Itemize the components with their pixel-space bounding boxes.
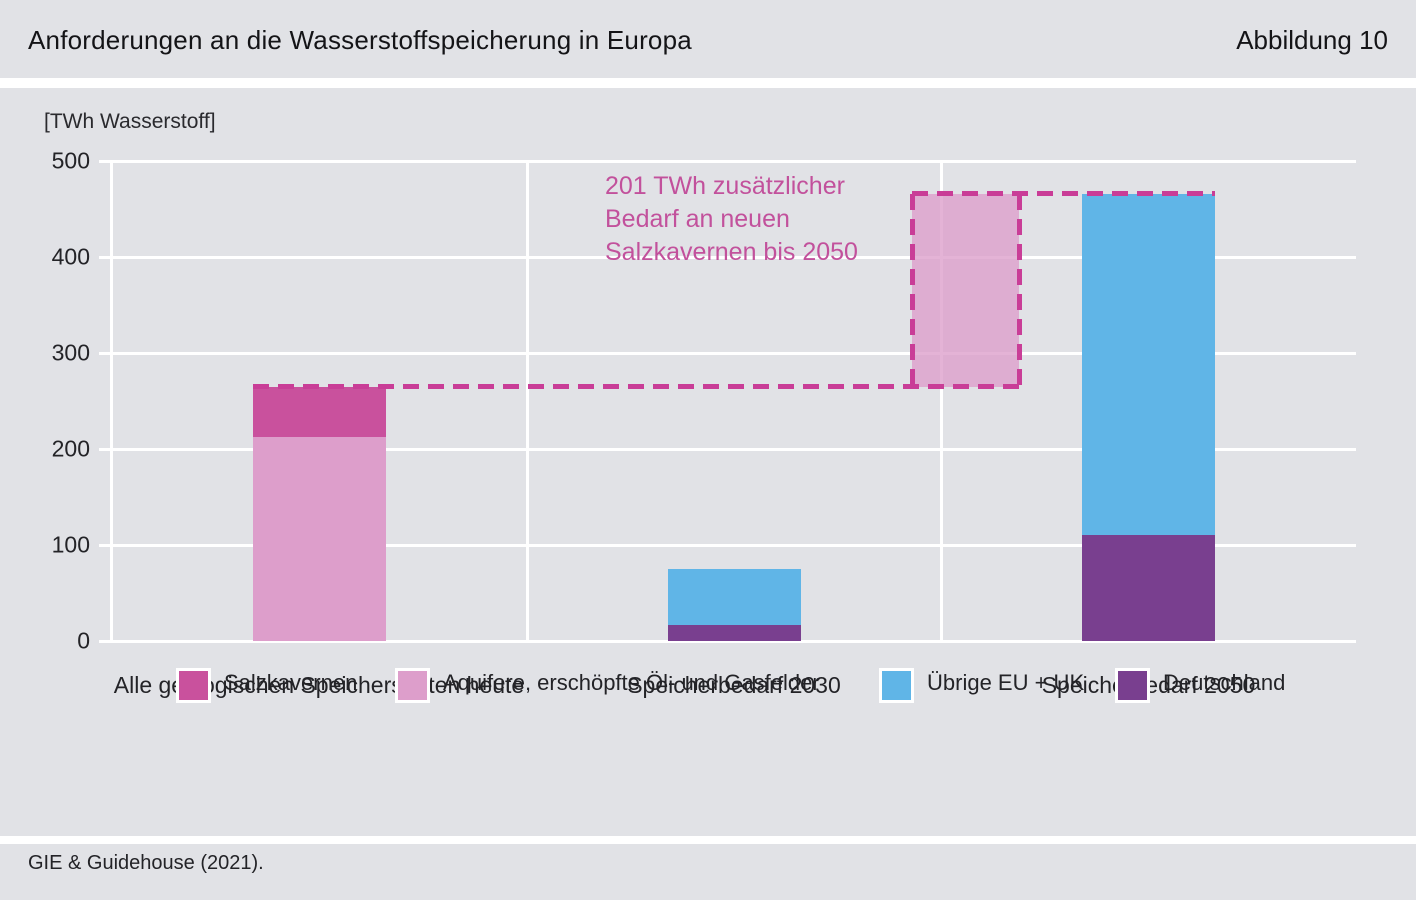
bar-segment: [667, 624, 801, 641]
annotation-text: 201 TWh zusätzlicher Bedarf an neuen Salzk…: [605, 170, 858, 269]
legend-swatch: [879, 668, 914, 703]
y-tick-label: 500: [51, 147, 90, 174]
annotation-text-line: Salzkavernen bis 2050: [605, 238, 858, 266]
legend-swatch: [1115, 668, 1150, 703]
legend-swatch: [176, 668, 211, 703]
y-axis-unit-label: [TWh Wasserstoff]: [44, 110, 216, 133]
y-tick-label: 0: [77, 627, 90, 654]
gridline-y-0: [99, 639, 1356, 643]
legend-swatch: [395, 668, 430, 703]
gridline-y-200: [99, 447, 1356, 451]
bar-segment: [1082, 535, 1215, 641]
gridline-x-1: [525, 161, 529, 641]
annotation-dashed-edge-left: [909, 193, 915, 387]
annotation-dashed-line-lower: [252, 384, 1019, 390]
legend: Salzkavernen Aquifere, erschöpfte Öl- und…: [0, 668, 1416, 703]
gridline-y-300: [99, 351, 1356, 355]
bar-segment: [252, 386, 386, 437]
legend-label: Salzkavernen: [224, 670, 358, 695]
annotation-dashed-line-upper: [912, 191, 1215, 197]
y-axis-line: [109, 161, 113, 641]
y-tick-label: 400: [51, 243, 90, 270]
legend-label: Übrige EU + UK: [927, 670, 1085, 695]
annotation-dashed-edge-right: [1016, 193, 1022, 387]
bar-segment: [252, 436, 386, 641]
x-category-label: Speicherbedarf 2030: [627, 672, 841, 698]
annotation-delta-fill: [912, 193, 1019, 387]
header-band: [0, 0, 1416, 78]
bar-segment: [1082, 193, 1215, 536]
legend-label: Aquifere, erschöpfte Öl- und Gasfelder: [443, 670, 820, 695]
y-tick-label: 300: [51, 339, 90, 366]
figure-number-label: Abbildung 10: [1236, 25, 1388, 55]
source-citation: GIE & Guidehouse (2021).: [28, 852, 264, 874]
y-tick-label: 100: [51, 531, 90, 558]
gridline-y-100: [99, 543, 1356, 547]
gridline-y-500: [99, 159, 1356, 163]
annotation-text-line: 201 TWh zusätzlicher: [605, 172, 845, 200]
gridline-x-2: [939, 161, 943, 641]
gridline-y-400: [99, 255, 1356, 259]
bar-segment: [667, 569, 801, 625]
legend-label: Deutschland: [1163, 670, 1286, 695]
annotation-text-line: Bedarf an neuen: [605, 205, 790, 233]
page-title: Anforderungen an die Wasserstoffspeicher…: [28, 25, 692, 55]
plot-area: 0 100 200 300 400 500 Alle geologischen Speich…: [0, 88, 1416, 836]
footer-band: [0, 844, 1416, 900]
y-tick-label: 200: [51, 435, 90, 462]
